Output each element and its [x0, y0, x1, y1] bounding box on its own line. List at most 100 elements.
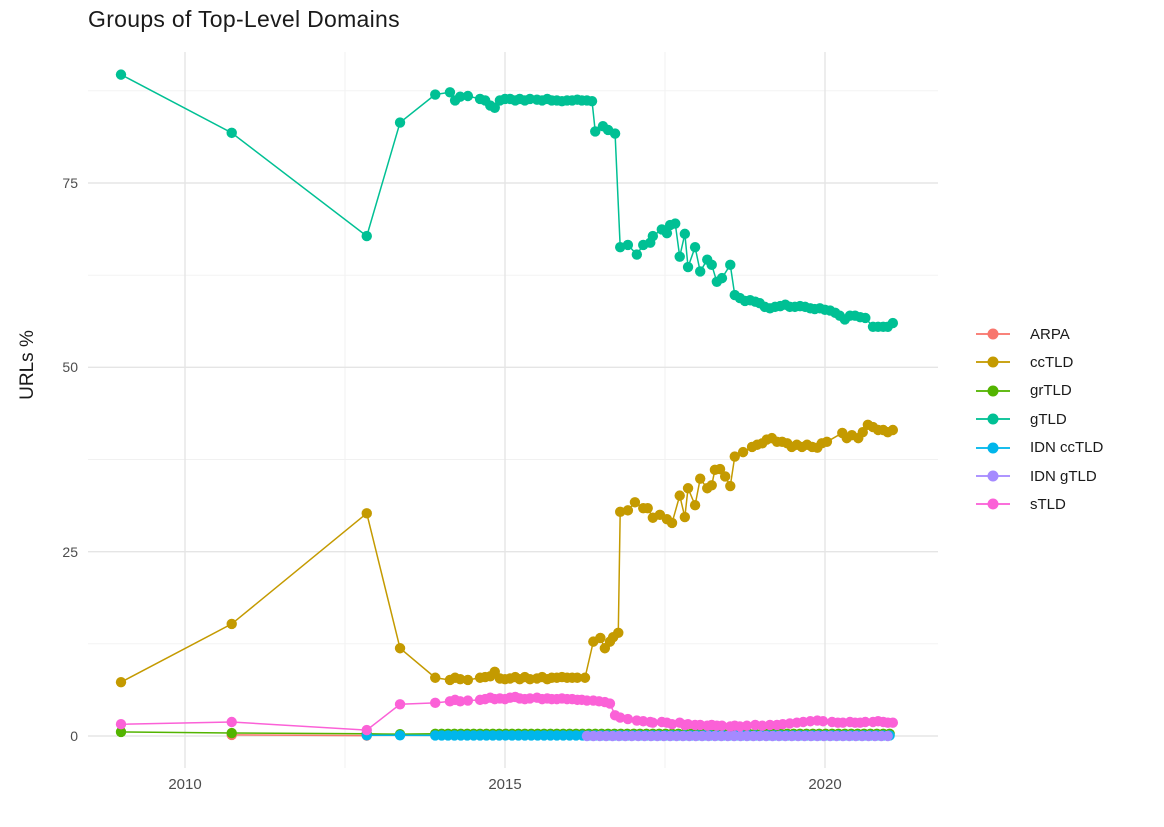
- legend-label: grTLD: [1030, 382, 1072, 400]
- data-point: [661, 227, 673, 239]
- series-arpa: [226, 729, 372, 741]
- data-point: [609, 128, 621, 139]
- data-point: [679, 228, 691, 240]
- data-point: [706, 480, 717, 491]
- legend-label: IDN gTLD: [1030, 467, 1097, 485]
- legend-label: IDN ccTLD: [1030, 439, 1104, 457]
- legend-key-dot: [987, 356, 999, 368]
- data-point: [695, 266, 706, 277]
- data-point: [695, 473, 706, 484]
- data-point: [882, 730, 893, 742]
- data-point: [394, 643, 406, 654]
- data-point: [714, 463, 726, 475]
- data-point: [613, 627, 624, 638]
- data-point: [462, 674, 474, 686]
- data-point: [706, 259, 717, 271]
- data-point: [430, 89, 441, 100]
- legend-key-dot: [987, 413, 999, 425]
- data-point: [615, 506, 626, 518]
- data-point: [689, 241, 701, 253]
- data-point: [666, 517, 678, 529]
- legend-item-idn-gtld: IDN gTLD: [976, 463, 1097, 489]
- data-point: [579, 672, 591, 683]
- series-stld: [115, 691, 899, 736]
- data-point: [115, 726, 127, 738]
- data-point: [674, 490, 685, 501]
- data-point: [729, 451, 740, 462]
- data-point: [590, 126, 601, 137]
- data-point: [719, 471, 731, 482]
- legend-label: ARPA: [1030, 325, 1070, 343]
- data-point: [725, 259, 736, 271]
- data-point: [455, 674, 466, 685]
- data-point: [622, 239, 634, 251]
- data-point: [682, 261, 694, 273]
- legend-key-dot: [987, 470, 999, 482]
- data-point: [757, 720, 768, 731]
- data-point: [226, 716, 237, 728]
- data-point: [115, 719, 127, 730]
- data-point: [462, 695, 474, 706]
- legend-key-icon: [976, 413, 1010, 425]
- data-point: [394, 117, 406, 128]
- legend-item-stld: sTLD: [976, 491, 1066, 517]
- x-tick-label: 2020: [808, 776, 842, 793]
- data-point: [887, 424, 899, 436]
- legend-label: gTLD: [1030, 410, 1067, 428]
- y-tick-label: 25: [62, 543, 78, 560]
- legend-item-grtld: grTLD: [976, 378, 1072, 404]
- data-point: [455, 91, 466, 102]
- data-point: [860, 312, 871, 324]
- series-line: [120, 73, 894, 328]
- data-point: [631, 249, 643, 260]
- legend-key-icon: [976, 385, 1010, 397]
- y-tick-label: 75: [62, 175, 78, 191]
- legend-key-icon: [976, 328, 1010, 340]
- chart-title: Groups of Top-Level Domains: [88, 6, 400, 32]
- legend-key-dot: [987, 385, 999, 397]
- legend-item-idn-cctld: IDN ccTLD: [976, 435, 1103, 461]
- legend-item-arpa: ARPA: [976, 321, 1070, 347]
- data-point: [226, 727, 237, 739]
- data-point: [716, 272, 728, 284]
- data-point: [642, 502, 653, 514]
- data-point: [361, 724, 372, 736]
- data-point: [430, 672, 441, 683]
- legend-key-dot: [987, 498, 999, 510]
- data-point: [595, 632, 606, 644]
- x-tick-label: 2010: [168, 776, 202, 793]
- data-point: [430, 697, 441, 709]
- data-point: [455, 696, 466, 707]
- series-cctld: [115, 419, 899, 688]
- data-point: [666, 719, 678, 730]
- data-point: [716, 720, 728, 731]
- data-point: [679, 511, 691, 523]
- series-line: [231, 734, 367, 737]
- data-point: [604, 698, 616, 709]
- data-point: [622, 713, 634, 725]
- data-point: [725, 480, 736, 492]
- data-point: [821, 436, 833, 448]
- legend-key-dot: [987, 442, 999, 454]
- data-point: [887, 717, 899, 728]
- data-point: [226, 127, 237, 139]
- legend-label: ccTLD: [1030, 353, 1074, 371]
- data-point: [361, 508, 372, 519]
- data-point: [647, 717, 659, 728]
- legend-key-icon: [976, 356, 1010, 368]
- data-point: [489, 102, 500, 113]
- data-point: [647, 230, 659, 242]
- data-point: [586, 95, 598, 107]
- y-tick-label: 50: [62, 359, 78, 376]
- data-point: [115, 69, 127, 80]
- data-point: [670, 218, 681, 229]
- series-gtld: [115, 69, 899, 332]
- data-point: [394, 699, 406, 710]
- legend-item-gtld: gTLD: [976, 406, 1067, 432]
- data-point: [462, 90, 474, 102]
- data-point: [737, 446, 749, 458]
- legend-item-cctld: ccTLD: [976, 349, 1073, 375]
- data-point: [394, 730, 406, 741]
- x-tick-label: 2015: [488, 776, 522, 793]
